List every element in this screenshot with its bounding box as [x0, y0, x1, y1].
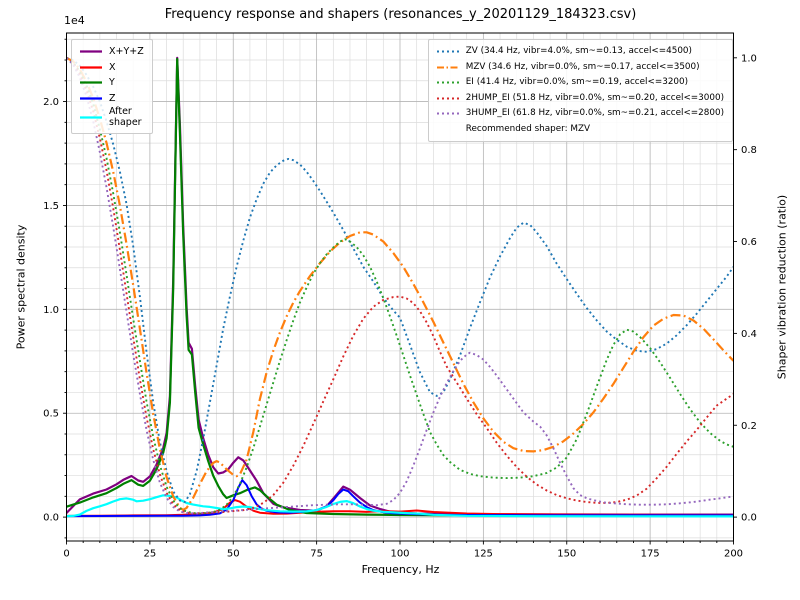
- series-group: [66, 56, 734, 518]
- legend-item-label: After shaper: [109, 106, 142, 129]
- legend-line-sample-y: [80, 81, 102, 84]
- svg-text:0: 0: [63, 549, 69, 560]
- svg-text:0.0: 0.0: [741, 513, 757, 524]
- series-y: [66, 57, 734, 517]
- y-axis-right-label: Shaper vibration reduction (ratio): [775, 194, 789, 380]
- legend-item-recommended: Recommended shaper: MZV: [436, 122, 724, 138]
- svg-text:0.5: 0.5: [43, 409, 59, 420]
- series-mzv: [66, 56, 734, 511]
- legend-line-sample-ei: [436, 81, 459, 84]
- tick-labels: 0 25 50 75 100 125 150 175 200 0.0 0.5 1.0 1.5 2.0 0.0…: [43, 53, 757, 559]
- series-after_shaper: [66, 494, 734, 518]
- legend-item-label: Y: [109, 77, 115, 89]
- legend-item-label: ZV (34.4 Hz, vibr=4.0%, sm~=0.13, accel<…: [465, 46, 692, 57]
- chart-title: Frequency response and shapers (resonanc…: [164, 7, 637, 22]
- legend-line-sample-2hump_ei: [436, 97, 459, 100]
- series-xyz: [66, 56, 734, 516]
- legend-item-label: Recommended shaper: MZV: [465, 123, 591, 134]
- svg-text:125: 125: [474, 549, 493, 560]
- y-axis-offset-label: 1e4: [64, 14, 85, 27]
- legend-psd: X+Y+Z X Y Z After shaper: [71, 39, 153, 134]
- series-ei: [66, 57, 734, 515]
- svg-text:1.0: 1.0: [741, 53, 757, 64]
- legend-item-label: EI (41.4 Hz, vibr=0.0%, sm~=0.19, accel<…: [465, 77, 689, 88]
- legend-line-sample-zv: [436, 50, 459, 53]
- legend-line-sample-x: [80, 66, 102, 69]
- legend-shapers: ZV (34.4 Hz, vibr=4.0%, sm~=0.13, accel<…: [427, 39, 733, 142]
- legend-line-sample-z: [80, 97, 102, 100]
- legend-item-label: MZV (34.6 Hz, vibr=0.0%, sm~=0.17, accel…: [465, 61, 700, 72]
- series-3hump_ei: [66, 57, 734, 515]
- svg-text:75: 75: [310, 549, 323, 560]
- legend-item-x: X: [79, 60, 144, 76]
- svg-text:175: 175: [641, 549, 660, 560]
- legend-line-sample-mzv: [436, 66, 459, 69]
- legend-item-label: X: [109, 61, 116, 73]
- svg-text:100: 100: [390, 549, 409, 560]
- legend-line-sample-empty: [436, 124, 460, 135]
- legend-line-sample-after_shaper: [80, 116, 102, 119]
- legend-item-3hump_ei: 3HUMP_EI (61.8 Hz, vibr=0.0%, sm~=0.21, …: [436, 106, 724, 122]
- legend-item-label: 3HUMP_EI (61.8 Hz, vibr=0.0%, sm~=0.21, …: [465, 108, 724, 119]
- legend-item-mzv: MZV (34.6 Hz, vibr=0.0%, sm~=0.17, accel…: [436, 60, 724, 76]
- svg-text:25: 25: [144, 549, 157, 560]
- svg-text:0.6: 0.6: [741, 237, 757, 248]
- legend-item-zv: ZV (34.4 Hz, vibr=4.0%, sm~=0.13, accel<…: [436, 44, 724, 60]
- svg-text:0.2: 0.2: [741, 421, 757, 432]
- svg-text:200: 200: [724, 549, 743, 560]
- svg-text:2.0: 2.0: [43, 97, 59, 108]
- legend-item-z: Z: [79, 91, 144, 107]
- legend-item-2hump_ei: 2HUMP_EI (51.8 Hz, vibr=0.0%, sm~=0.20, …: [436, 91, 724, 107]
- legend-line-sample-3hump_ei: [436, 112, 459, 115]
- series-zv: [66, 56, 734, 503]
- legend-line-sample-xyz: [80, 50, 102, 53]
- legend-item-label: 2HUMP_EI (51.8 Hz, vibr=0.0%, sm~=0.20, …: [465, 92, 724, 103]
- ticks: [63, 38, 737, 545]
- svg-text:150: 150: [557, 549, 576, 560]
- legend-item-y: Y: [79, 75, 144, 91]
- svg-text:0.0: 0.0: [43, 513, 59, 524]
- legend-item-after_shaper: After shaper: [79, 106, 144, 129]
- legend-item-xyz: X+Y+Z: [79, 44, 144, 60]
- x-axis-label: Frequency, Hz: [361, 563, 440, 576]
- svg-text:50: 50: [227, 549, 240, 560]
- svg-text:1.0: 1.0: [43, 305, 59, 316]
- legend-item-label: Z: [109, 92, 116, 104]
- svg-text:0.8: 0.8: [741, 145, 757, 156]
- y-axis-left-label: Power spectral density: [14, 224, 28, 350]
- legend-item-label: X+Y+Z: [109, 46, 144, 58]
- svg-text:0.4: 0.4: [741, 329, 757, 340]
- legend-item-ei: EI (41.4 Hz, vibr=0.0%, sm~=0.19, accel<…: [436, 75, 724, 91]
- svg-text:1.5: 1.5: [43, 201, 59, 212]
